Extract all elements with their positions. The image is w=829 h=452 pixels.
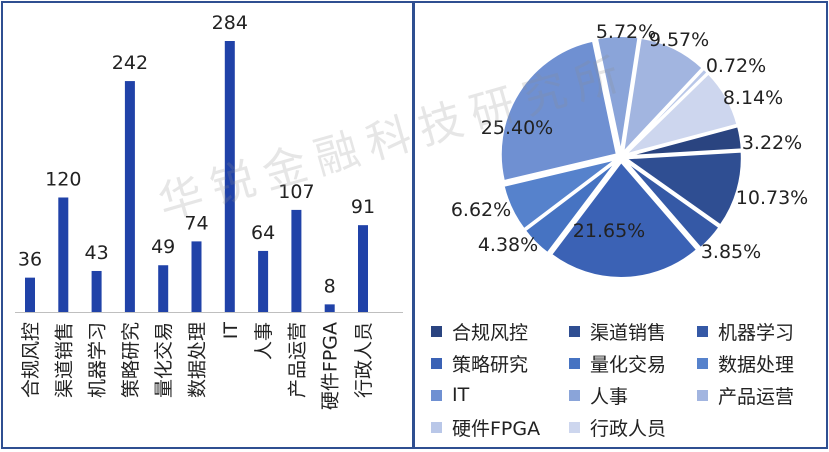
- bar-category-label: 策略研究: [120, 322, 142, 398]
- pie-value-label: 10.73%: [736, 187, 808, 209]
- pie-value-label: 21.65%: [573, 220, 645, 242]
- legend-swatch: [431, 421, 442, 433]
- bar-category-label: 行政人员: [353, 322, 375, 398]
- bar-chart: 36 合规风控 120 渠道销售 43 机器学习 242 策略研究 49 量化交易 74 数据处理 28…: [15, 12, 403, 410]
- bar: [224, 41, 235, 312]
- legend-label: 量化交易: [590, 353, 667, 376]
- pie-slice: [625, 125, 743, 158]
- bar-value-label: 284: [212, 12, 248, 34]
- legend-item: 硬件FPGA: [431, 413, 569, 441]
- pie-chart: 3.22% 10.73% 3.85% 21.65% 4.38% 6.62% 25.40% 5.…: [451, 21, 808, 279]
- pie-value-label: 8.14%: [723, 87, 783, 109]
- bar-category-label: 数据处理: [187, 322, 209, 398]
- legend-swatch: [697, 389, 708, 401]
- bar-category-label: IT: [220, 322, 242, 340]
- bar-chart-panel: 36 合规风控 120 渠道销售 43 机器学习 242 策略研究 49 量化交易 74 数据处理 28…: [1, 1, 414, 449]
- bar: [191, 241, 202, 312]
- legend-swatch: [569, 325, 580, 337]
- legend-item: 数据处理: [697, 349, 821, 377]
- pie-slice: [621, 72, 739, 157]
- bar-value-label: 36: [18, 249, 42, 271]
- bar-value-label: 120: [45, 168, 81, 190]
- pie-value-label: 6.62%: [451, 199, 511, 221]
- legend-label: IT: [452, 384, 470, 406]
- bar: [358, 225, 368, 312]
- legend-item: 策略研究: [431, 349, 569, 377]
- legend-label: 硬件FPGA: [452, 417, 541, 440]
- legend-item: 合规风控: [431, 317, 569, 345]
- bar-category-label: 人事: [253, 322, 275, 360]
- legend-label: 合规风控: [452, 321, 529, 344]
- legend-swatch: [569, 421, 580, 433]
- legend-label: 行政人员: [590, 417, 667, 440]
- bar-value-label: 8: [324, 275, 336, 297]
- bar-category-label: 硬件FPGA: [320, 322, 342, 410]
- legend-label: 机器学习: [718, 321, 795, 344]
- legend-item: IT: [431, 381, 569, 409]
- legend-swatch: [431, 325, 442, 337]
- bar: [58, 197, 69, 312]
- legend-item: 行政人员: [569, 413, 697, 441]
- legend-item: 渠道销售: [569, 317, 697, 345]
- pie-value-label: 0.72%: [706, 55, 766, 77]
- legend-label: 渠道销售: [590, 321, 667, 344]
- bar-category-label: 机器学习: [87, 322, 109, 398]
- legend-item: 产品运营: [697, 381, 821, 409]
- legend-swatch: [569, 357, 580, 369]
- bar: [258, 250, 269, 312]
- legend-item: 量化交易: [569, 349, 697, 377]
- legend-label: 策略研究: [452, 353, 529, 376]
- legend-item: 机器学习: [697, 317, 821, 345]
- legend-swatch: [431, 357, 442, 369]
- pie-slice: [623, 67, 710, 155]
- legend-label: 产品运营: [718, 385, 795, 408]
- bar-value-label: 49: [151, 236, 175, 258]
- pie-value-label: 5.72%: [596, 21, 656, 43]
- bar-category-label: 合规风控: [20, 322, 42, 398]
- pie-value-label: 25.40%: [481, 117, 553, 139]
- pie-slice: [623, 159, 721, 250]
- bar: [91, 270, 102, 312]
- bar: [124, 81, 135, 313]
- bar: [291, 209, 302, 312]
- pie-value-label: 4.38%: [478, 234, 538, 256]
- legend-label: 数据处理: [718, 353, 795, 376]
- pie-chart-panel: 3.22% 10.73% 3.85% 21.65% 4.38% 6.62% 25.40% 5.…: [414, 1, 828, 449]
- bar-value-label: 74: [184, 212, 208, 234]
- pie-slice: [549, 160, 699, 279]
- pie-slice: [499, 39, 618, 183]
- pie-slice: [523, 159, 619, 255]
- bar: [158, 265, 169, 312]
- pie-slice: [622, 150, 743, 227]
- bar-category-label: 渠道销售: [53, 322, 75, 398]
- legend-swatch: [569, 389, 580, 401]
- bar-category-label: 产品运营: [286, 322, 308, 398]
- legend-label: 人事: [590, 385, 629, 408]
- pie-value-label: 9.57%: [649, 29, 709, 51]
- bar: [25, 277, 35, 312]
- bar: [324, 304, 335, 312]
- pie-slice: [595, 35, 640, 153]
- legend-swatch: [431, 389, 442, 401]
- pie-value-label: 3.22%: [742, 132, 802, 154]
- bar-value-label: 64: [251, 222, 275, 244]
- pie-legend: 合规风控 渠道销售 机器学习策略研究 量化交易 数据处理 IT 人事 产品运营硬件FPGA 行政…: [431, 317, 821, 441]
- pie-slice: [621, 36, 704, 156]
- bar-value-label: 107: [278, 181, 314, 203]
- bar-category-label: 量化交易: [153, 322, 175, 398]
- bar-value-label: 242: [112, 52, 148, 74]
- legend-item: 人事: [569, 381, 697, 409]
- bar-value-label: 91: [351, 196, 375, 218]
- pie-slice: [502, 158, 618, 231]
- legend-swatch: [697, 357, 708, 369]
- legend-swatch: [697, 325, 708, 337]
- bar-value-label: 43: [85, 242, 109, 264]
- pie-value-label: 3.85%: [701, 241, 761, 263]
